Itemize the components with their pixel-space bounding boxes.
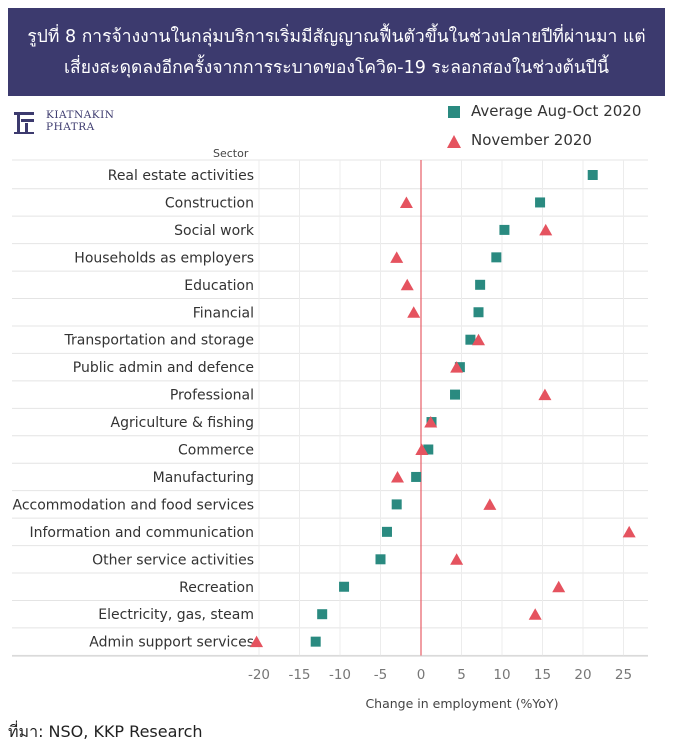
category-label: Accommodation and food services — [13, 497, 255, 513]
category-label: Manufacturing — [153, 470, 254, 486]
point-november — [528, 608, 542, 620]
point-average — [411, 471, 422, 482]
logo-mark-icon — [14, 112, 34, 134]
logo-text-line2: PHATRA — [46, 121, 95, 133]
category-label: Information and communication — [29, 525, 254, 541]
point-average — [491, 252, 502, 263]
legend-triangle-icon — [447, 135, 461, 148]
point-november — [483, 498, 497, 510]
point-average — [310, 636, 321, 647]
point-november — [472, 333, 486, 346]
source-note: ที่มา: NSO, KKP Research — [8, 722, 203, 741]
x-tick-label: -15 — [288, 667, 310, 683]
point-average — [391, 499, 402, 510]
point-november — [250, 635, 264, 648]
x-tick-label: -10 — [329, 667, 351, 683]
point-average — [465, 334, 476, 345]
category-label: Electricity, gas, steam — [98, 607, 254, 623]
point-november — [622, 525, 636, 538]
point-average — [450, 389, 461, 400]
point-november — [400, 278, 414, 291]
x-tick-label: 15 — [534, 667, 551, 683]
category-label: Transportation and storage — [63, 333, 254, 349]
category-label: Households as employers — [74, 250, 254, 266]
x-tick-label: 5 — [457, 667, 466, 683]
x-tick-label: -20 — [248, 667, 270, 683]
category-label: Public admin and defence — [73, 360, 254, 376]
category-label: Education — [184, 278, 254, 294]
point-average — [475, 279, 486, 290]
x-tick-label: 20 — [574, 667, 591, 683]
point-november — [450, 553, 464, 565]
point-average — [339, 581, 350, 592]
point-average — [473, 307, 484, 318]
category-label: Other service activities — [92, 552, 254, 568]
x-tick-label: 10 — [493, 667, 510, 683]
legend-label-average: Average Aug-Oct 2020 — [471, 102, 642, 120]
point-november — [390, 251, 404, 263]
point-average — [381, 526, 392, 537]
x-axis-label: Change in employment (%YoY) — [365, 696, 558, 711]
point-average — [423, 444, 434, 455]
category-label: Professional — [170, 388, 254, 404]
legend-label-november: November 2020 — [471, 131, 592, 149]
point-average — [499, 224, 510, 235]
category-label: Financial — [193, 305, 254, 321]
category-label: Social work — [174, 223, 255, 239]
legend-square-icon — [448, 106, 460, 118]
point-average — [587, 170, 598, 180]
chart-title-banner: รูปที่ 8 การจ้างงานในกลุ่มบริการเริ่มมีส… — [8, 8, 665, 96]
point-november — [407, 306, 421, 318]
x-tick-label: 25 — [615, 667, 632, 683]
point-average — [375, 554, 386, 565]
category-label: Commerce — [178, 443, 254, 459]
title-line-1: รูปที่ 8 การจ้างงานในกลุ่มบริการเริ่มมีส… — [27, 27, 646, 47]
category-label: Agriculture & fishing — [111, 415, 254, 431]
title-line-2: เสี่ยงสะดุดลงอีกครั้งจากการระบาดของโควิด… — [64, 58, 609, 78]
logo-text-line1: KIATNAKIN — [46, 109, 115, 121]
x-tick-label: 0 — [417, 667, 426, 683]
point-november — [424, 416, 438, 428]
point-november — [539, 223, 553, 236]
category-label: Admin support services — [89, 635, 254, 651]
point-average — [535, 197, 546, 208]
x-tick-label: -5 — [374, 667, 387, 683]
point-november — [552, 580, 566, 593]
category-label: Real estate activities — [108, 168, 254, 184]
category-label: Recreation — [179, 580, 254, 596]
y-axis-title: Sector — [213, 147, 249, 160]
point-november — [415, 443, 429, 455]
company-logo: KIATNAKIN PHATRA — [12, 108, 142, 138]
point-average — [317, 609, 328, 620]
point-november — [399, 196, 413, 208]
point-november — [391, 470, 405, 483]
category-label: Construction — [165, 195, 254, 211]
point-november — [538, 388, 552, 401]
point-november — [450, 361, 464, 373]
